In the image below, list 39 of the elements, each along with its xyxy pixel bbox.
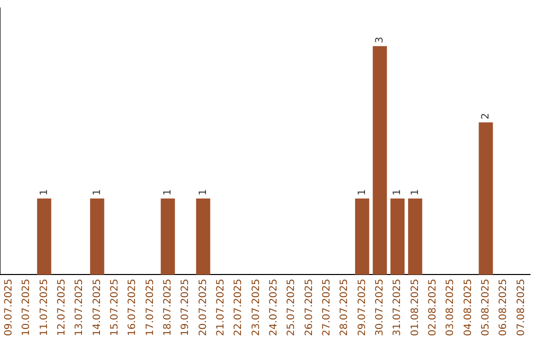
data-label: 1 — [92, 189, 103, 196]
x-tick-label: 02.08.2025 — [427, 278, 438, 336]
x-tick-label: 29.07.2025 — [356, 278, 368, 336]
data-label: 1 — [162, 189, 174, 196]
data-label: 1 — [392, 189, 404, 196]
x-tick-label: 26.07.2025 — [304, 278, 315, 336]
data-label: 2 — [480, 112, 492, 120]
data-label: 1 — [356, 189, 368, 196]
x-tick-label: 14.07.2025 — [92, 278, 103, 336]
x-tick-label: 25.07.2025 — [286, 278, 298, 336]
x-tick-label: 17.07.2025 — [144, 278, 156, 336]
data-label: 3 — [374, 36, 386, 44]
x-tick-label: 09.07.2025 — [3, 278, 14, 336]
x-tick-label: 10.07.2025 — [21, 278, 32, 336]
x-tick-label: 23.07.2025 — [250, 278, 262, 336]
x-tick-label: 13.07.2025 — [74, 278, 86, 336]
x-tick-label: 05.08.2025 — [480, 278, 492, 336]
data-label: 1 — [410, 189, 421, 196]
data-label: 1 — [198, 189, 209, 196]
x-tick-label: 24.07.2025 — [268, 278, 280, 336]
x-tick-label: 30.07.2025 — [374, 278, 386, 336]
x-tick-label: 04.08.2025 — [462, 278, 474, 336]
x-tick-label: 16.07.2025 — [127, 278, 138, 336]
x-tick-label: 27.07.2025 — [321, 278, 332, 336]
x-tick-label: 18.07.2025 — [162, 278, 174, 336]
x-tick-label: 06.08.2025 — [498, 278, 510, 336]
x-tick-label: 19.07.2025 — [180, 278, 192, 336]
x-tick-label: 21.07.2025 — [215, 278, 226, 336]
x-tick-label: 31.07.2025 — [392, 278, 404, 336]
x-tick-label: 22.07.2025 — [233, 278, 244, 336]
data-label: 1 — [38, 189, 50, 196]
x-tick-label: 15.07.2025 — [109, 278, 120, 336]
x-tick-label: 01.08.2025 — [410, 278, 421, 336]
x-tick-label: 07.08.2025 — [516, 278, 527, 336]
x-tick-label: 03.08.2025 — [445, 278, 456, 336]
x-tick-label: 20.07.2025 — [198, 278, 209, 336]
x-tick-label: 12.07.2025 — [56, 278, 68, 336]
x-tick-label: 11.07.2025 — [38, 278, 50, 336]
x-tick-label: 28.07.2025 — [339, 278, 350, 336]
